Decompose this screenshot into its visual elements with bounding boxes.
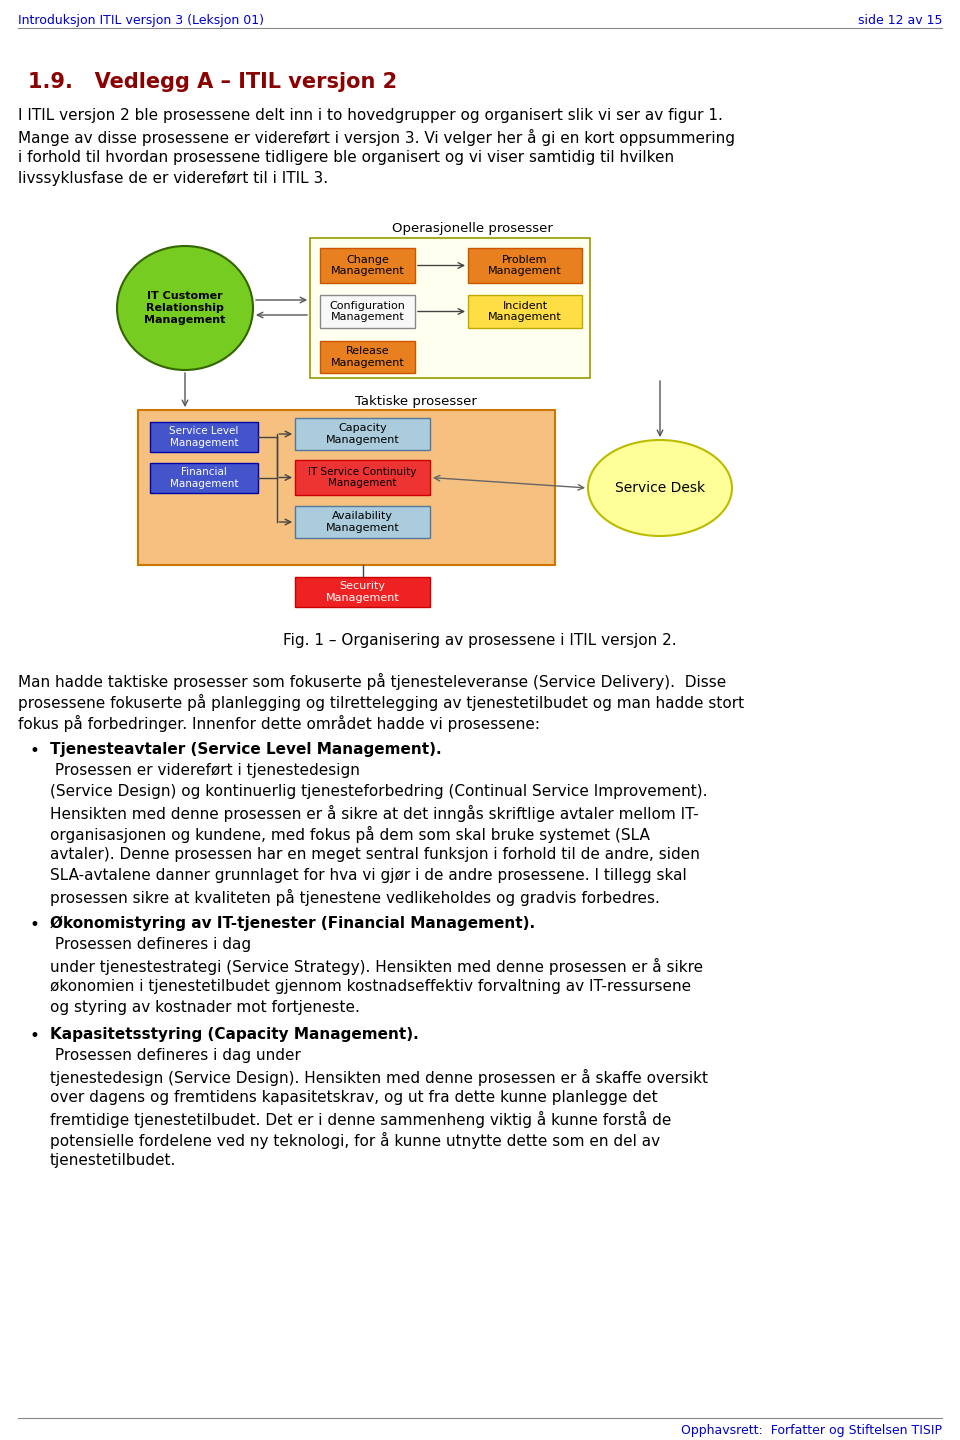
Text: Prosessen defineres i dag under: Prosessen defineres i dag under <box>50 1048 300 1063</box>
Ellipse shape <box>588 441 732 536</box>
Text: SLA-avtalene danner grunnlaget for hva vi gjør i de andre prosessene. I tillegg : SLA-avtalene danner grunnlaget for hva v… <box>50 868 686 883</box>
Text: Service Desk: Service Desk <box>615 481 705 495</box>
Text: Prosessen defineres i dag: Prosessen defineres i dag <box>50 937 252 952</box>
Text: prosessene fokuserte på planlegging og tilrettelegging av tjenestetilbudet og ma: prosessene fokuserte på planlegging og t… <box>18 694 744 711</box>
Text: side 12 av 15: side 12 av 15 <box>857 14 942 27</box>
Text: Release
Management: Release Management <box>330 346 404 367</box>
Text: Tjenesteavtaler (Service Level Management).: Tjenesteavtaler (Service Level Managemen… <box>50 742 442 757</box>
FancyBboxPatch shape <box>295 505 430 539</box>
Text: Økonomistyring av IT-tjenester (Financial Management).: Økonomistyring av IT-tjenester (Financia… <box>50 916 535 932</box>
Text: organisasjonen og kundene, med fokus på dem som skal bruke systemet (SLA: organisasjonen og kundene, med fokus på … <box>50 827 650 842</box>
Text: •: • <box>30 916 40 935</box>
Text: fokus på forbedringer. Innenfor dette området hadde vi prosessene:: fokus på forbedringer. Innenfor dette om… <box>18 716 540 732</box>
Text: tjenestedesign (Service Design). Hensikten med denne prosessen er å skaffe overs: tjenestedesign (Service Design). Hensikt… <box>50 1068 708 1086</box>
Text: Security
Management: Security Management <box>325 582 399 603</box>
Text: Opphavsrett:  Forfatter og Stiftelsen TISIP: Opphavsrett: Forfatter og Stiftelsen TIS… <box>681 1424 942 1437</box>
Text: •: • <box>30 742 40 760</box>
Text: livssyklusfase de er videreført til i ITIL 3.: livssyklusfase de er videreført til i IT… <box>18 171 328 186</box>
Text: Taktiske prosesser: Taktiske prosesser <box>355 395 477 408</box>
Text: 1.9.   Vedlegg A – ITIL versjon 2: 1.9. Vedlegg A – ITIL versjon 2 <box>28 72 397 92</box>
Text: (Service Design) og kontinuerlig tjenesteforbedring (Continual Service Improveme: (Service Design) og kontinuerlig tjenest… <box>50 783 708 799</box>
Text: IT Customer
Relationship
Management: IT Customer Relationship Management <box>144 291 226 324</box>
Text: Incident
Management: Incident Management <box>488 301 562 323</box>
Text: Availability
Management: Availability Management <box>325 511 399 533</box>
Text: Fig. 1 – Organisering av prosessene i ITIL versjon 2.: Fig. 1 – Organisering av prosessene i IT… <box>283 634 677 648</box>
FancyBboxPatch shape <box>295 459 430 495</box>
FancyBboxPatch shape <box>468 295 582 328</box>
FancyBboxPatch shape <box>150 464 258 492</box>
Text: fremtidige tjenestetilbudet. Det er i denne sammenheng viktig å kunne forstå de: fremtidige tjenestetilbudet. Det er i de… <box>50 1112 671 1128</box>
Text: Operasjonelle prosesser: Operasjonelle prosesser <box>392 222 553 235</box>
FancyBboxPatch shape <box>320 341 415 373</box>
Text: økonomien i tjenestetilbudet gjennom kostnadseffektiv forvaltning av IT-ressurse: økonomien i tjenestetilbudet gjennom kos… <box>50 979 691 994</box>
Text: I ITIL versjon 2 ble prosessene delt inn i to hovedgrupper og organisert slik vi: I ITIL versjon 2 ble prosessene delt inn… <box>18 108 723 122</box>
Text: og styring av kostnader mot fortjeneste.: og styring av kostnader mot fortjeneste. <box>50 999 360 1015</box>
FancyBboxPatch shape <box>320 295 415 328</box>
Text: Mange av disse prosessene er videreført i versjon 3. Vi velger her å gi en kort : Mange av disse prosessene er videreført … <box>18 130 735 145</box>
Text: potensielle fordelene ved ny teknologi, for å kunne utnytte dette som en del av: potensielle fordelene ved ny teknologi, … <box>50 1132 660 1149</box>
Text: Man hadde taktiske prosesser som fokuserte på tjenesteleveranse (Service Deliver: Man hadde taktiske prosesser som fokuser… <box>18 672 727 690</box>
FancyBboxPatch shape <box>310 238 590 377</box>
Text: Hensikten med denne prosessen er å sikre at det inngås skriftlige avtaler mellom: Hensikten med denne prosessen er å sikre… <box>50 805 699 822</box>
FancyBboxPatch shape <box>295 577 430 608</box>
Text: Configuration
Management: Configuration Management <box>329 301 405 323</box>
Text: i forhold til hvordan prosessene tidligere ble organisert og vi viser samtidig t: i forhold til hvordan prosessene tidlige… <box>18 150 674 166</box>
Text: avtaler). Denne prosessen har en meget sentral funksjon i forhold til de andre, : avtaler). Denne prosessen har en meget s… <box>50 847 700 863</box>
Text: under tjenestestrategi (Service Strategy). Hensikten med denne prosessen er å si: under tjenestestrategi (Service Strategy… <box>50 958 703 975</box>
Ellipse shape <box>117 246 253 370</box>
Text: Problem
Management: Problem Management <box>488 255 562 276</box>
Text: over dagens og fremtidens kapasitetskrav, og ut fra dette kunne planlegge det: over dagens og fremtidens kapasitetskrav… <box>50 1090 658 1104</box>
Text: Change
Management: Change Management <box>330 255 404 276</box>
Text: •: • <box>30 1027 40 1045</box>
Text: prosessen sikre at kvaliteten på tjenestene vedlikeholdes og gradvis forbedres.: prosessen sikre at kvaliteten på tjenest… <box>50 888 660 906</box>
Text: IT Service Continuity
Management: IT Service Continuity Management <box>308 467 417 488</box>
FancyBboxPatch shape <box>468 248 582 284</box>
FancyBboxPatch shape <box>320 248 415 284</box>
Text: Kapasitetsstyring (Capacity Management).: Kapasitetsstyring (Capacity Management). <box>50 1027 419 1043</box>
Text: Capacity
Management: Capacity Management <box>325 423 399 445</box>
Text: Service Level
Management: Service Level Management <box>169 426 239 448</box>
FancyBboxPatch shape <box>295 418 430 449</box>
FancyBboxPatch shape <box>138 410 555 564</box>
Text: Prosessen er videreført i tjenestedesign: Prosessen er videreført i tjenestedesign <box>50 763 360 778</box>
Text: Introduksjon ITIL versjon 3 (Leksjon 01): Introduksjon ITIL versjon 3 (Leksjon 01) <box>18 14 264 27</box>
Text: Financial
Management: Financial Management <box>170 467 238 488</box>
FancyBboxPatch shape <box>150 422 258 452</box>
Text: tjenestetilbudet.: tjenestetilbudet. <box>50 1153 177 1168</box>
